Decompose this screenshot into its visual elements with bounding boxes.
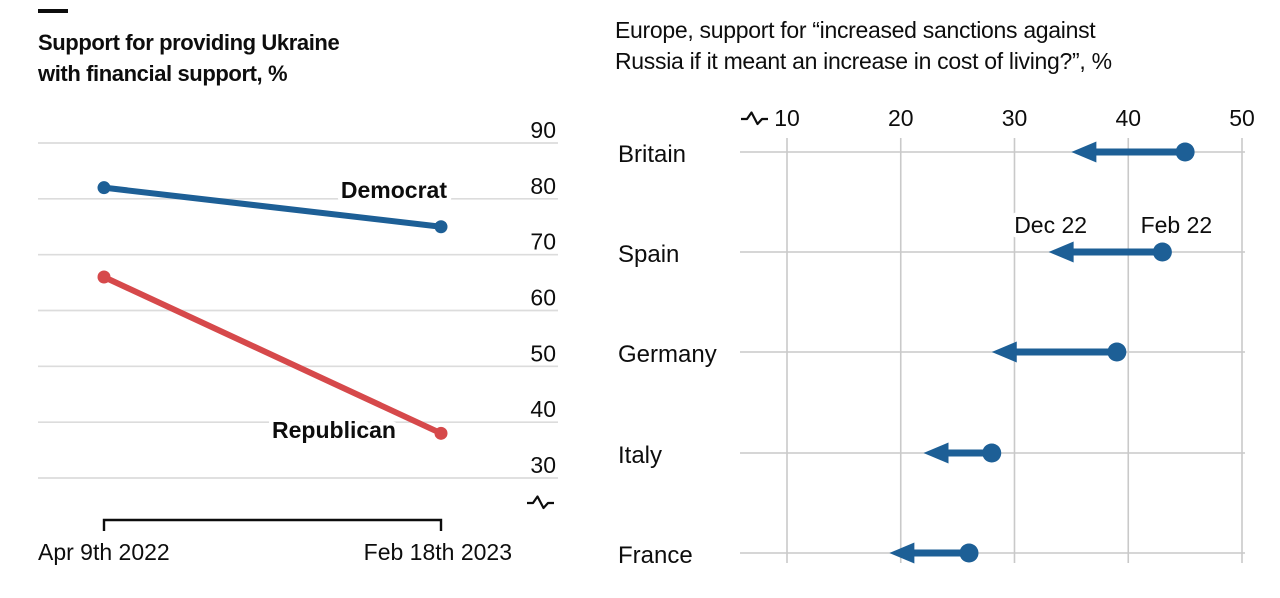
arrow-start-dot-britain [1175, 142, 1195, 162]
title-tag-dash [38, 9, 68, 13]
right-chart-title: Europe, support for “increased sanctions… [615, 15, 1112, 77]
democrat-point-end [434, 220, 448, 234]
arrow-head-germany [991, 341, 1017, 363]
annotation-feb-22: Feb 22 [1141, 212, 1213, 238]
annotation-dec-22: Dec 22 [1014, 212, 1087, 238]
country-label-germany: Germany [618, 341, 717, 368]
democrat-line [101, 184, 444, 230]
republican-point-start [97, 270, 111, 284]
arrow-head-britain [1071, 141, 1097, 163]
y-tick-label: 30 [530, 452, 556, 478]
democrat-point-start [97, 181, 111, 195]
arrow-start-dot-france [959, 543, 979, 563]
arrow-head-france [889, 542, 915, 564]
arrow-start-dot-italy [982, 443, 1002, 463]
axis-break-icon [527, 495, 554, 510]
series-label-democrat: Democrat [341, 177, 447, 203]
y-tick-label: 50 [530, 340, 556, 366]
country-label-italy: Italy [618, 442, 662, 469]
y-tick-label: 40 [530, 396, 556, 422]
arrow-shaft-britain [1091, 148, 1186, 156]
x-tick-label: 30 [1002, 105, 1028, 131]
arrow-head-italy [923, 442, 949, 464]
x-axis-label-start: Apr 9th 2022 [38, 539, 170, 565]
left-chart-title-line-1: Support for providing Ukraine [38, 30, 340, 55]
republican-point-end [434, 426, 448, 440]
country-label-britain: Britain [618, 141, 686, 168]
right-chart-title-line-2: Russia if it meant an increase in cost o… [615, 48, 1112, 74]
x-range-bracket [102, 518, 443, 531]
arrow-shaft-germany [1011, 348, 1117, 356]
arrow-start-dot-germany [1107, 342, 1127, 362]
y-tick-label: 70 [530, 229, 556, 255]
x-tick-label: 50 [1229, 105, 1255, 131]
y-tick-label: 60 [530, 285, 556, 311]
x-tick-label: 40 [1115, 105, 1141, 131]
country-label-spain: Spain [618, 241, 679, 268]
y-tick-label: 90 [530, 117, 556, 143]
republican-line [101, 274, 444, 437]
x-tick-label: 10 [774, 105, 800, 131]
right-chart-title-line-1: Europe, support for “increased sanctions… [615, 17, 1096, 43]
arrow-shaft-italy [943, 449, 992, 457]
arrow-shaft-spain [1068, 248, 1163, 256]
axis-break-icon [741, 111, 768, 126]
series-label-republican: Republican [272, 417, 396, 443]
arrow-start-dot-spain [1152, 242, 1172, 262]
y-tick-label: 80 [530, 173, 556, 199]
left-chart-title: Support for providing Ukraine with finan… [38, 27, 340, 89]
x-axis-label-end: Feb 18th 2023 [364, 539, 512, 565]
arrow-shaft-france [909, 549, 969, 557]
arrow-head-spain [1048, 241, 1074, 263]
left-chart-title-line-2: with financial support, % [38, 61, 288, 86]
x-tick-label: 20 [888, 105, 914, 131]
country-label-france: France [618, 542, 693, 569]
